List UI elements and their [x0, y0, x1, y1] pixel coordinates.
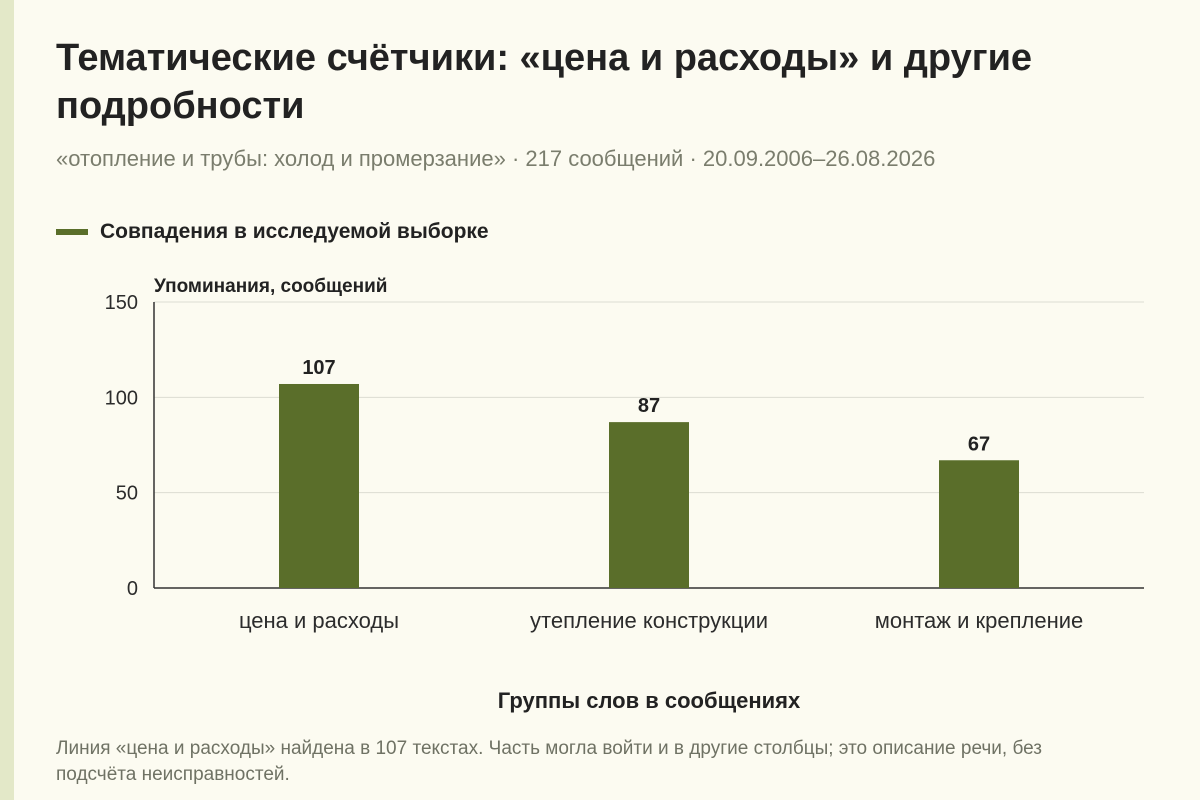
x-tick-label: цена и расходы [239, 608, 399, 633]
chart-subtitle: «отопление и трубы: холод и промерзание»… [56, 146, 936, 171]
y-axis-label: Упоминания, сообщений [154, 276, 387, 297]
bar [279, 383, 359, 588]
x-axis-label: Группы слов в сообщениях [498, 688, 801, 713]
legend: Совпадения в исследуемой выборке [56, 220, 489, 244]
y-tick-label: 0 [127, 578, 138, 600]
legend-swatch [56, 229, 88, 235]
y-tick-label: 150 [105, 292, 138, 314]
chart-title: Тематические счётчики: «цена и расходы» … [56, 37, 1033, 127]
footnote: Линия «цена и расходы» найдена в 107 тек… [56, 738, 1042, 785]
x-tick-label: монтаж и крепление [875, 608, 1084, 633]
data-label: 107 [302, 357, 335, 379]
bar [609, 422, 689, 588]
legend-label: Совпадения в исследуемой выборке [100, 220, 489, 243]
data-label: 87 [638, 395, 660, 417]
x-tick-label: утепление конструкции [530, 608, 768, 633]
accent-strip [0, 0, 14, 800]
y-tick-label: 50 [116, 483, 138, 505]
bar [939, 460, 1019, 588]
data-label: 67 [968, 433, 990, 455]
y-tick-label: 100 [105, 387, 138, 409]
